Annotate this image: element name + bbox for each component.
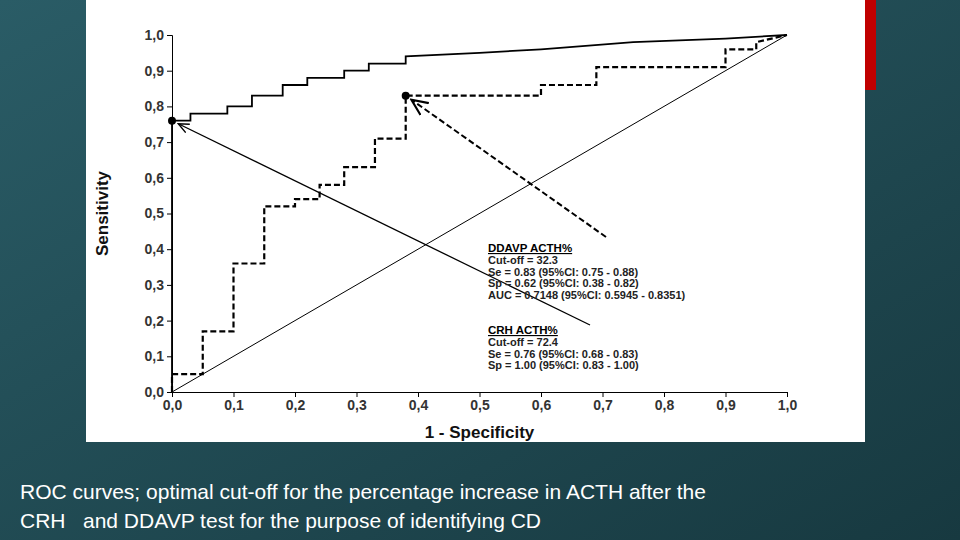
x-tick: 0,0	[163, 392, 183, 413]
annotation-line: Cut-off = 32.3	[488, 254, 558, 266]
background	[0, 0, 960, 540]
roc-curve	[172, 35, 787, 392]
y-tick-mark	[167, 106, 172, 107]
y-tick: 0,8	[145, 98, 172, 114]
y-tick: 0,5	[145, 205, 172, 221]
y-tick: 0,6	[145, 170, 172, 186]
y-axis-title: Sensitivity	[93, 170, 112, 256]
y-tick-mark	[167, 35, 172, 36]
x-axis: 0,0 0,1 0,2 0,3 0,4 0,5 0,6 0,7 0,8 0,9 1,0	[163, 392, 798, 413]
annotation-line: Sp = 0.62 (95%CI: 0.38 - 0.82)	[488, 277, 639, 289]
annotation: CRH ACTH%Cut-off = 72.4Se = 0.76 (95%CI:…	[488, 324, 639, 371]
annotation-line: Cut-off = 72.4	[488, 336, 559, 348]
caption-line: ROC curves; optimal cut-off for the perc…	[20, 480, 706, 503]
optimal-point	[168, 117, 176, 125]
x-tick-label: 0,4	[409, 397, 429, 413]
x-tick-label: 0,6	[532, 397, 552, 413]
annotation-title: CRH ACTH%	[488, 324, 558, 336]
y-tick-label: 0,3	[145, 277, 165, 293]
y-tick-label: 0,9	[145, 63, 165, 79]
x-tick: 0,7	[593, 392, 613, 413]
x-tick-label: 0,3	[347, 397, 367, 413]
x-tick: 0,2	[286, 392, 306, 413]
y-tick: 0,2	[145, 313, 172, 329]
x-tick: 0,1	[224, 392, 244, 413]
x-tick: 0,8	[655, 392, 675, 413]
x-tick-label: 0,1	[224, 397, 244, 413]
x-tick-label: 0,8	[655, 397, 675, 413]
x-tick-label: 0,2	[286, 397, 306, 413]
x-tick-label: 1,0	[778, 397, 798, 413]
annotation: DDAVP ACTH%Cut-off = 32.3Se = 0.83 (95%C…	[488, 242, 686, 301]
slide: 0,00,10,20,30,40,50,60,70,80,91,00,00,10…	[0, 0, 960, 540]
y-tick: 0,3	[145, 277, 172, 293]
x-tick: 1,0	[778, 392, 798, 413]
y-tick-label: 0,8	[145, 98, 165, 114]
y-tick-label: 0,4	[145, 241, 165, 257]
y-tick: 0,4	[145, 241, 172, 257]
x-axis-title: 1 - Specificity	[425, 423, 535, 442]
y-tick-label: 0,1	[145, 348, 165, 364]
plot-area	[168, 35, 787, 392]
x-tick: 0,5	[470, 392, 490, 413]
x-tick-label: 0,7	[593, 397, 613, 413]
x-tick: 0,9	[716, 392, 736, 413]
annotation-title: DDAVP ACTH%	[488, 242, 572, 254]
reference-diagonal	[172, 35, 787, 392]
x-tick: 0,3	[347, 392, 367, 413]
optimal-point	[402, 92, 410, 100]
chart-panel	[86, 0, 865, 442]
y-tick-label: 0,5	[145, 205, 165, 221]
y-tick-mark	[167, 392, 172, 393]
x-tick: 0,4	[409, 392, 429, 413]
annotation-line: AUC = 0.7148 (95%CI: 0.5945 - 0.8351)	[488, 289, 686, 301]
y-tick: 0,9	[145, 63, 172, 79]
x-tick-label: 0,9	[716, 397, 736, 413]
y-tick: 0,1	[145, 348, 172, 364]
x-tick-label: 0,5	[470, 397, 490, 413]
x-tick: 0,6	[532, 392, 552, 413]
x-tick-label: 0,0	[163, 397, 183, 413]
y-tick-label: 0,6	[145, 170, 165, 186]
annotation-line: Sp = 1.00 (95%CI: 0.83 - 1.00)	[488, 359, 639, 371]
annotation-line: Se = 0.76 (95%CI: 0.68 - 0.83)	[488, 348, 638, 360]
caption-line: CRH and DDAVP test for the purpose of id…	[20, 509, 541, 532]
y-tick-label: 0,2	[145, 313, 165, 329]
y-tick: 0,7	[145, 134, 172, 150]
y-tick-label: 0,7	[145, 134, 165, 150]
annotation-arrow	[411, 100, 606, 237]
y-axis: 0,0 0,1 0,2 0,3 0,4 0,5 0,6 0,7 0,8 0,9 1,0	[145, 27, 173, 400]
y-tick: 0,0	[145, 384, 172, 400]
y-tick-mark	[167, 71, 172, 72]
y-tick-label: 0,0	[145, 384, 165, 400]
y-tick: 1,0	[145, 27, 172, 43]
annotation-line: Se = 0.83 (95%CI: 0.75 - 0.88)	[488, 266, 638, 278]
y-tick-label: 1,0	[145, 27, 165, 43]
accent-bar	[865, 0, 876, 90]
roc-curve	[172, 35, 787, 392]
